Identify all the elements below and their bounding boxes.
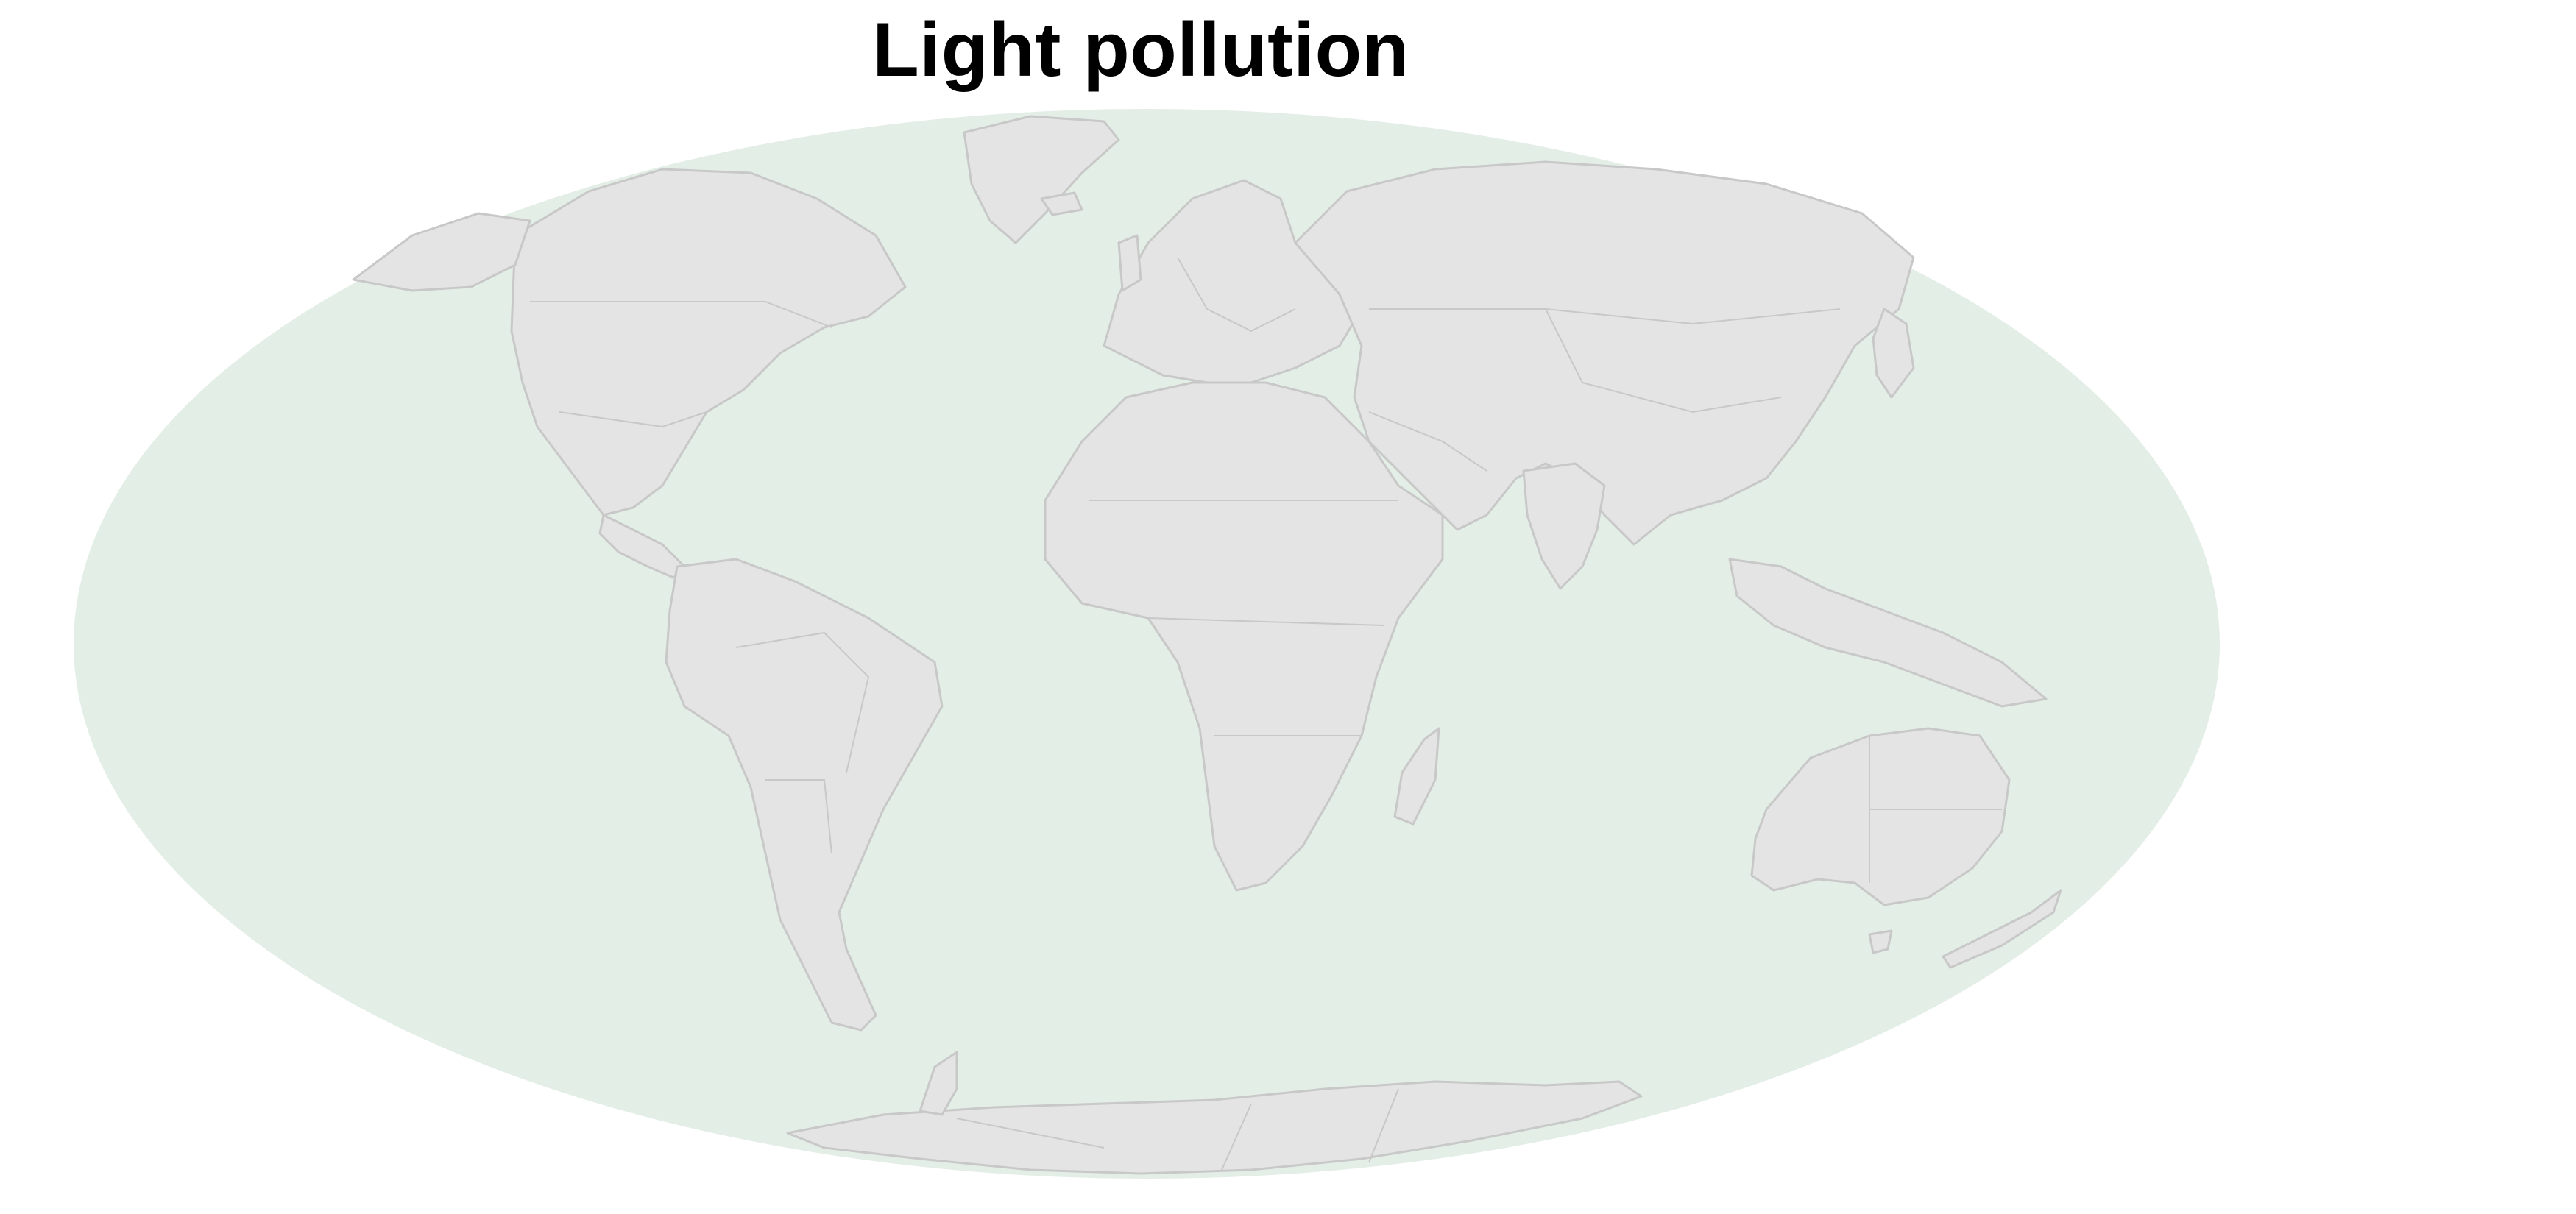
land-uk (1117, 234, 1142, 292)
border-us-mexico (559, 411, 707, 428)
country-borders (530, 257, 2002, 1171)
land-southeast-asia (1728, 558, 2048, 708)
border-africa-mid (1147, 617, 1384, 626)
border-us-canada (530, 301, 832, 328)
border-brazil (735, 631, 870, 773)
border-australia (1869, 736, 2002, 883)
land-south-america (665, 558, 944, 1032)
land-madagascar (1393, 727, 1440, 826)
land-central-america (598, 514, 686, 579)
land-tasmania (1868, 929, 1893, 954)
land-alaska (352, 212, 531, 292)
landmasses (352, 115, 2062, 1175)
land-australia (1750, 727, 2011, 906)
map-title: Light pollution (872, 7, 1409, 93)
land-japan (1872, 308, 1915, 399)
land-antarctic-peninsula (919, 1051, 958, 1116)
land-north-america (510, 168, 907, 517)
border-middle-east (1368, 411, 1487, 472)
land-antarctica (786, 1080, 1643, 1175)
land-iceland (1040, 191, 1083, 216)
border-russia (1369, 308, 1841, 325)
border-europe (1177, 257, 1296, 333)
border-antarctica (956, 1088, 1399, 1171)
land-greenland (963, 115, 1120, 244)
land-asia (1294, 160, 1915, 546)
border-china (1545, 308, 1782, 413)
border-argentina (765, 779, 832, 854)
land-india (1522, 462, 1606, 590)
land-new-zealand (1942, 889, 2062, 969)
